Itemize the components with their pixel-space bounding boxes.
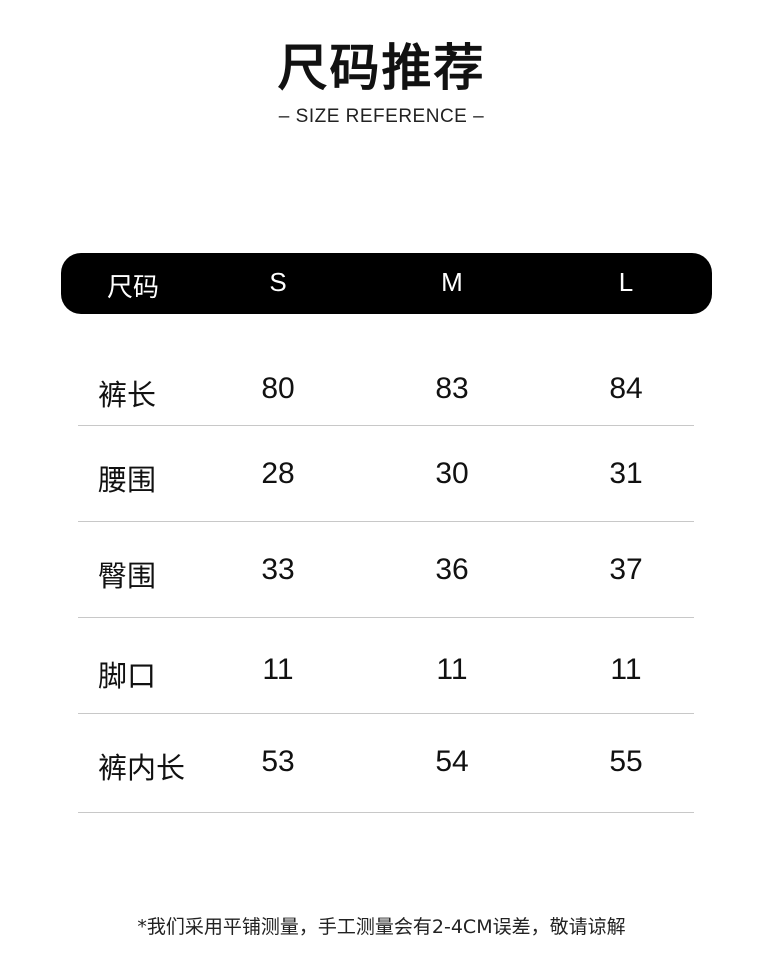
header-size-label: 尺码 — [106, 272, 160, 302]
row-value: 11 — [262, 653, 294, 686]
row-value: 30 — [435, 457, 469, 490]
measurement-note: *我们采用平铺测量，手工测量会有2-4CM误差，敬请谅解 — [137, 916, 626, 938]
row-value: 83 — [435, 372, 469, 405]
table-row: 臀围 33 36 37 — [78, 521, 694, 618]
row-value: 37 — [609, 553, 643, 586]
table-header: 尺码 S M L — [61, 253, 712, 314]
row-label: 脚口 — [98, 659, 157, 693]
row-value: 11 — [436, 653, 468, 686]
row-value: 33 — [261, 553, 295, 586]
row-value: 84 — [609, 372, 643, 405]
row-value: 53 — [261, 745, 295, 778]
row-value: 80 — [261, 372, 295, 405]
header-s: S — [269, 267, 287, 297]
row-value: 28 — [261, 457, 295, 490]
row-value: 54 — [435, 745, 469, 778]
table-row: 裤长 80 83 84 — [78, 330, 694, 426]
row-label: 裤内长 — [98, 751, 186, 785]
table-row: 裤内长 53 54 55 — [78, 713, 694, 813]
header-m: M — [441, 267, 463, 297]
row-label: 裤长 — [98, 378, 157, 412]
row-value: 36 — [435, 553, 469, 586]
row-label: 腰围 — [98, 463, 157, 497]
page-title: 尺码推荐 — [277, 39, 486, 97]
row-value: 11 — [610, 653, 642, 686]
table-row: 腰围 28 30 31 — [78, 425, 694, 522]
table-row: 脚口 11 11 11 — [78, 617, 694, 714]
page-subtitle: – SIZE REFERENCE – — [278, 106, 485, 127]
row-label: 臀围 — [98, 559, 157, 593]
header-l: L — [618, 267, 634, 297]
row-value: 31 — [609, 457, 643, 490]
row-value: 55 — [609, 745, 643, 778]
